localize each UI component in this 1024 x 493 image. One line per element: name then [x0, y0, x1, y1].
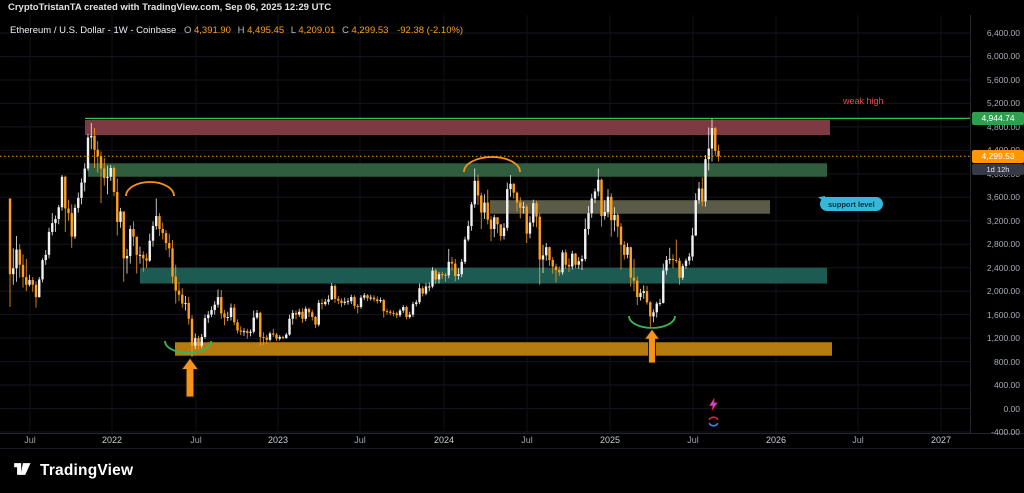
price-axis-label: 4,800.00	[986, 121, 1020, 132]
lightning-icon[interactable]	[706, 397, 721, 412]
price-axis-label: 1,200.00	[986, 333, 1020, 344]
price-axis[interactable]: 6,400.00 6,000.00 5,600.00 5,200.00 4,800.00…	[970, 15, 1024, 437]
time-axis-label: 2022	[101, 435, 123, 445]
open-value: 4,391.90	[193, 25, 231, 36]
tradingview-wordmark[interactable]: TradingView	[40, 462, 134, 479]
buy-signal-arrow[interactable]	[180, 357, 200, 398]
weak-high-label[interactable]: weak high	[843, 96, 884, 106]
time-axis-label: Jul	[521, 435, 533, 445]
last-price-line-tag: 4,299.53	[972, 149, 1024, 163]
time-axis-label: 2024	[433, 435, 455, 445]
mid-range-zone[interactable]	[490, 200, 770, 214]
high-label: H	[237, 25, 245, 36]
time-axis-label: 2025	[599, 435, 621, 445]
symbol-legend[interactable]: Ethereum / U.S. Dollar - 1W - Coinbase O…	[10, 25, 463, 36]
price-axis-label: 5,600.00	[986, 74, 1020, 85]
top-rounding-arc-2024[interactable]	[463, 156, 521, 173]
demand-zone[interactable]	[175, 342, 832, 356]
time-axis-label: Jul	[354, 435, 366, 445]
time-axis-label: Jul	[687, 435, 699, 445]
symbol-title[interactable]: Ethereum / U.S. Dollar - 1W - Coinbase	[10, 25, 177, 36]
resistance-flip-zone[interactable]	[88, 163, 827, 177]
bottom-rounding-arc-2022[interactable]	[164, 340, 212, 354]
attribution-bar: CryptoTristanTA created with TradingView…	[8, 2, 332, 13]
price-axis-label: 6,400.00	[986, 28, 1020, 38]
price-axis-label: 3,600.00	[986, 192, 1020, 203]
close-label: C	[341, 25, 349, 36]
time-axis-label: Jul	[190, 435, 202, 445]
open-label: O	[183, 25, 192, 36]
ath-level-line-tag: 4,944.74	[972, 111, 1024, 125]
price-axis-label: 2,800.00	[986, 239, 1020, 250]
change-value: -92.38 (-2.10%)	[397, 25, 464, 36]
footer-bar: TradingView	[0, 448, 1024, 493]
weak-high-supply-zone[interactable]	[85, 119, 830, 136]
bottom-rounding-arc-2025[interactable]	[628, 315, 676, 329]
time-axis-label: 2026	[765, 435, 787, 445]
candlestick-chart[interactable]	[0, 0, 1024, 448]
price-axis-label: 1,600.00	[986, 309, 1020, 320]
price-axis-label: 3,200.00	[986, 215, 1020, 226]
high-value: 4,495.45	[247, 25, 285, 36]
axis-separator	[0, 433, 1024, 434]
buy-signal-arrow[interactable]	[643, 328, 661, 364]
candles	[8, 117, 720, 357]
close-value: 4,299.53	[351, 25, 389, 36]
low-value: 4,209.01	[298, 25, 336, 36]
time-axis-label: Jul	[24, 435, 36, 445]
price-axis-label: 800.00	[994, 356, 1020, 367]
price-axis-label: 400.00	[994, 380, 1020, 391]
price-axis-label: 0.00	[1003, 403, 1020, 414]
teal-support-zone[interactable]	[140, 267, 827, 284]
idea-reaction-icons	[706, 397, 721, 429]
time-axis[interactable]: Jul 2022 Jul 2023 Jul 2024 Jul 2025 Jul 2026 Jul 20…	[0, 434, 970, 448]
time-axis-label: 2023	[267, 435, 289, 445]
tradingview-mark[interactable]	[13, 459, 34, 484]
price-axis-label: 2,400.00	[986, 262, 1020, 273]
low-label: L	[290, 25, 296, 36]
refresh-icon[interactable]	[706, 414, 721, 429]
price-axis-label: 5,200.00	[986, 98, 1020, 109]
support-level-callout[interactable]: support level	[820, 197, 883, 211]
bar-countdown-tag: 1d 12h	[972, 163, 1024, 175]
price-axis-label: 6,000.00	[986, 51, 1020, 62]
time-axis-label: Jul	[852, 435, 864, 445]
top-rounding-arc-2022[interactable]	[125, 181, 175, 197]
price-axis-label: 2,000.00	[986, 286, 1020, 297]
time-axis-label: 2027	[930, 435, 952, 445]
price-axis-label: -400.00	[991, 427, 1020, 437]
